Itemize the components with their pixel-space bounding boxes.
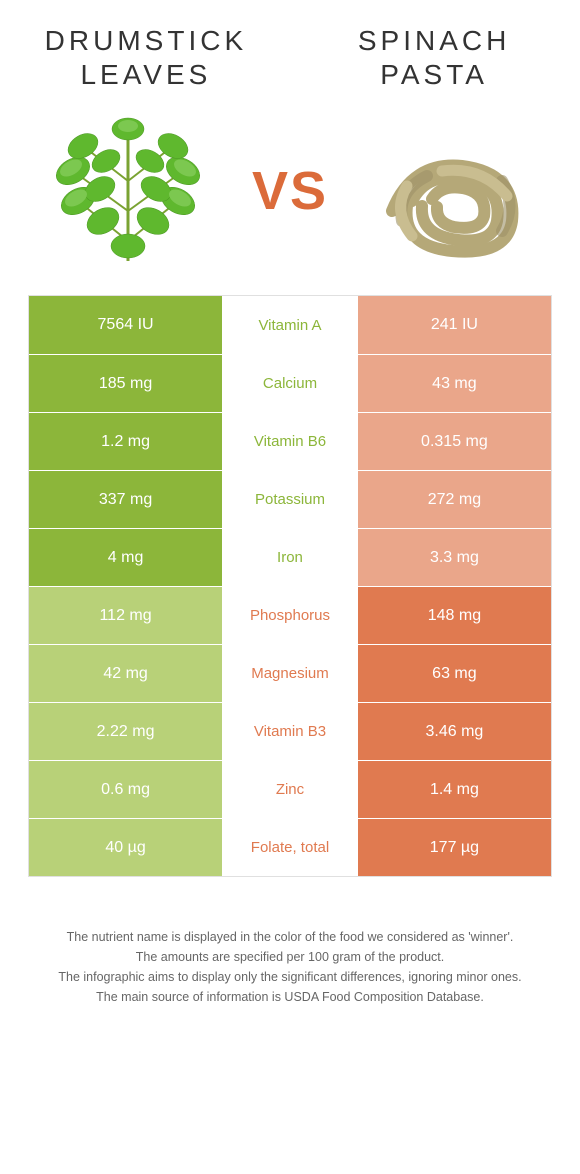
- spinach-pasta-icon: [352, 111, 552, 271]
- right-value-cell: 3.3 mg: [358, 529, 551, 586]
- nutrition-table: 7564 IUVitamin A241 IU185 mgCalcium43 mg…: [28, 295, 552, 877]
- left-value-cell: 2.22 mg: [29, 703, 222, 760]
- right-value-cell: 3.46 mg: [358, 703, 551, 760]
- nutrient-name-cell: Iron: [222, 529, 358, 586]
- table-row: 1.2 mgVitamin B60.315 mg: [29, 412, 551, 470]
- table-row: 4 mgIron3.3 mg: [29, 528, 551, 586]
- left-value-cell: 7564 IU: [29, 296, 222, 354]
- left-value-cell: 40 µg: [29, 819, 222, 876]
- table-row: 40 µgFolate, total177 µg: [29, 818, 551, 876]
- nutrient-name-cell: Magnesium: [222, 645, 358, 702]
- right-value-cell: 0.315 mg: [358, 413, 551, 470]
- left-value-cell: 42 mg: [29, 645, 222, 702]
- left-value-cell: 112 mg: [29, 587, 222, 644]
- left-food-title: Drumstick leaves: [28, 24, 264, 91]
- left-food-image: [28, 111, 228, 271]
- table-row: 337 mgPotassium272 mg: [29, 470, 551, 528]
- right-food-image: [352, 111, 552, 271]
- nutrient-name-cell: Vitamin A: [222, 296, 358, 354]
- left-value-cell: 0.6 mg: [29, 761, 222, 818]
- footnote-line: The amounts are specified per 100 gram o…: [48, 947, 532, 967]
- right-value-cell: 148 mg: [358, 587, 551, 644]
- right-value-cell: 63 mg: [358, 645, 551, 702]
- right-value-cell: 1.4 mg: [358, 761, 551, 818]
- nutrient-name-cell: Phosphorus: [222, 587, 358, 644]
- nutrient-name-cell: Folate, total: [222, 819, 358, 876]
- nutrient-name-cell: Vitamin B3: [222, 703, 358, 760]
- vs-label: VS: [252, 160, 328, 222]
- right-value-cell: 43 mg: [358, 355, 551, 412]
- infographic-container: Drumstick leaves Spinach pasta: [0, 0, 580, 1027]
- table-row: 112 mgPhosphorus148 mg: [29, 586, 551, 644]
- footnote: The nutrient name is displayed in the co…: [28, 927, 552, 1007]
- table-row: 7564 IUVitamin A241 IU: [29, 296, 551, 354]
- table-row: 185 mgCalcium43 mg: [29, 354, 551, 412]
- left-value-cell: 185 mg: [29, 355, 222, 412]
- images-row: VS: [28, 111, 552, 271]
- nutrient-name-cell: Calcium: [222, 355, 358, 412]
- right-value-cell: 177 µg: [358, 819, 551, 876]
- table-row: 2.22 mgVitamin B33.46 mg: [29, 702, 551, 760]
- table-row: 0.6 mgZinc1.4 mg: [29, 760, 551, 818]
- footnote-line: The nutrient name is displayed in the co…: [48, 927, 532, 947]
- left-value-cell: 1.2 mg: [29, 413, 222, 470]
- right-value-cell: 272 mg: [358, 471, 551, 528]
- right-value-cell: 241 IU: [358, 296, 551, 354]
- left-value-cell: 4 mg: [29, 529, 222, 586]
- header-row: Drumstick leaves Spinach pasta: [28, 24, 552, 91]
- footnote-line: The main source of information is USDA F…: [48, 987, 532, 1007]
- nutrient-name-cell: Potassium: [222, 471, 358, 528]
- table-row: 42 mgMagnesium63 mg: [29, 644, 551, 702]
- left-value-cell: 337 mg: [29, 471, 222, 528]
- nutrient-name-cell: Vitamin B6: [222, 413, 358, 470]
- footnote-line: The infographic aims to display only the…: [48, 967, 532, 987]
- right-food-title: Spinach pasta: [316, 24, 552, 91]
- drumstick-leaves-icon: [28, 111, 228, 271]
- nutrient-name-cell: Zinc: [222, 761, 358, 818]
